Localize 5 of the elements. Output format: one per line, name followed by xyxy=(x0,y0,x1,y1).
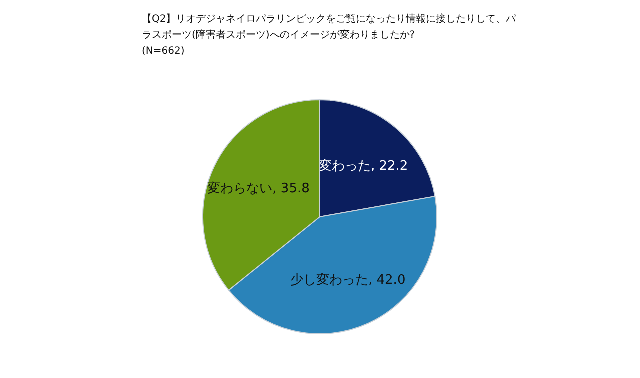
slice-label: 変わらない, 35.8 xyxy=(208,180,310,197)
chart-title: 【Q2】リオデジャネイロパラリンピックをご覧になったり情報に接したりして、パラスポーツ(障害者スポーツ)へのイメージが変わりましたか? xyxy=(142,12,518,43)
chart-subtitle: (N=662) xyxy=(142,45,186,59)
slice-label: 変わった, 22.2 xyxy=(318,158,408,174)
slice-label: 少し変わった, 42.0 xyxy=(290,272,406,288)
